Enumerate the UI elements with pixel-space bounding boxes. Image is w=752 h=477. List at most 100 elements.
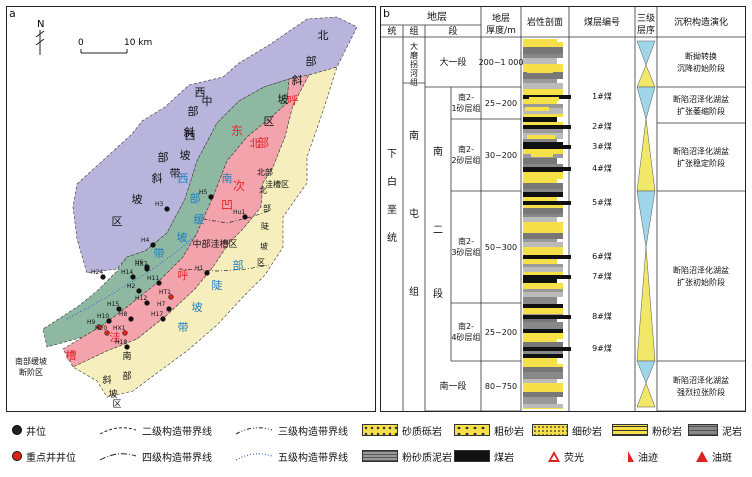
zone-char: 部 [122, 370, 131, 382]
zone-char: 斜 [292, 74, 303, 87]
legend-l4: 粉砂岩 [612, 420, 682, 440]
sand-highlight [527, 69, 553, 73]
well-marker [144, 300, 150, 306]
header-thickness-2: 厚度/m [486, 24, 516, 36]
zone-char: 北 [259, 186, 267, 195]
coal-seam-bar [523, 255, 571, 259]
well-label: H18 [115, 339, 127, 346]
strat-panel-label: b [383, 7, 390, 20]
lithology-layer [523, 383, 563, 389]
zone-west-gentle [42, 78, 290, 348]
system-char: 下 [387, 149, 397, 160]
coal-seam-bar [523, 275, 571, 279]
lithology-layer [523, 304, 563, 308]
system-char: 白 [387, 175, 397, 188]
group-top-char: 大 [410, 41, 418, 51]
well-marker [242, 214, 248, 220]
group-top-char: 拐 [410, 59, 418, 69]
thickness-value: 80~750 [485, 382, 517, 391]
zone-char: 区 [257, 258, 265, 267]
lithology-layer [523, 129, 563, 133]
legend-l3: 细砂岩 [532, 420, 602, 440]
sand-highlight [529, 97, 559, 101]
well-label: H2 [127, 283, 136, 290]
coal-label: 9#煤 [592, 343, 612, 353]
lithology-layer [523, 222, 563, 229]
well-label: H9 [87, 319, 96, 326]
member-label-2: 1砂层组 [451, 103, 480, 113]
scale-start: 0 [78, 38, 84, 48]
coal-label: 6#煤 [592, 251, 612, 261]
south-trough-char-2: 槽 [66, 349, 77, 362]
legend: 井位 重点井井位 二级构造带界线 四级构造带界线 三级构造带界线 五级构造带界线… [6, 418, 744, 474]
third-order-boundary [66, 234, 198, 320]
evolution-line-1: 断陷沼泽化湖盆 [673, 375, 729, 385]
structural-map: N 0 10 km 西部斜坡带中西部斜坡区西部缓坡带东部次凹北部斜坡区北呼南部陡… [15, 16, 358, 410]
header-evolution: 沉积构造演化 [674, 16, 728, 28]
group-main-char: 屯 [409, 207, 419, 220]
well-label: H14 [121, 269, 133, 276]
lithology-layer [523, 342, 563, 347]
lithology-layer [523, 279, 557, 283]
header-group: 组 [409, 25, 418, 37]
zone-char: 坡 [260, 241, 268, 251]
member-label-1: 南2- [458, 321, 474, 331]
lithology-layer [523, 164, 563, 167]
lithology-layer [523, 264, 563, 267]
zone-west-slope [72, 16, 358, 274]
well-marker [104, 330, 110, 336]
north-trough-label-1: 北部 [257, 167, 273, 177]
zone-east-steep [72, 66, 338, 398]
zone-char: 缓 [194, 213, 205, 226]
lithology-layer [523, 158, 557, 164]
header-system: 统 [387, 25, 396, 37]
lithology-layer [523, 79, 557, 83]
well-label: H4 [141, 237, 150, 244]
group-main-char: 组 [409, 285, 419, 298]
lithology-layer [523, 54, 563, 58]
member-label-2: 3砂层组 [451, 247, 480, 257]
header-sequence-2: 层序 [637, 24, 655, 36]
lithology-layer [523, 183, 563, 189]
lithology-layer [523, 189, 563, 192]
legend-s1: 荧光 [548, 446, 584, 466]
sequence-shape [636, 118, 656, 192]
well-label: H1 [195, 265, 204, 272]
inner-boundary [178, 264, 270, 272]
member-label: 大一段 [439, 56, 466, 68]
coal-label: 4#煤 [592, 163, 612, 173]
zone-char: 次 [233, 179, 245, 193]
well-marker [204, 270, 210, 276]
lithology-layer [523, 339, 557, 342]
member-label-2: 2砂层组 [451, 155, 480, 165]
boundary-2-icon [99, 427, 137, 435]
well-label: H11 [147, 275, 159, 282]
coal-label: 7#煤 [592, 271, 612, 281]
north-label: N [37, 19, 44, 30]
legend-l5: 泥岩 [688, 420, 742, 440]
zone-char: 部 [233, 258, 244, 272]
well-marker [136, 288, 142, 294]
lithology-layer [523, 139, 557, 142]
scale-end: 10 km [124, 38, 152, 48]
sandy-conglomerate-swatch [362, 424, 398, 436]
well-label: H3 [155, 201, 164, 208]
lithology-layer [523, 92, 563, 97]
coal-seam-bar [523, 315, 571, 319]
coarse-sandstone-swatch [454, 424, 490, 436]
coal-label: 5#煤 [592, 197, 612, 207]
zone-char: 凹 [221, 198, 233, 212]
legend-well: 井位 [12, 420, 46, 440]
scale-bar: 0 10 km [78, 38, 152, 54]
well-label: H5 [199, 189, 208, 196]
zone-char: 陡 [261, 221, 269, 231]
stratigraphic-table: 地层统组段地层厚度/m岩性剖面 煤层编号 三级层序沉积构造演化下白垩统大磨拐河组南屯… [381, 7, 745, 412]
legend-s3: 油斑 [696, 446, 732, 466]
well-label: H8 [119, 311, 128, 318]
silty-mudstone-swatch [362, 450, 398, 462]
thickness-value: 30~200 [485, 151, 517, 160]
zone-char: 部 [306, 54, 317, 68]
lithology-layer [523, 322, 563, 329]
lithology-layer [523, 214, 563, 217]
